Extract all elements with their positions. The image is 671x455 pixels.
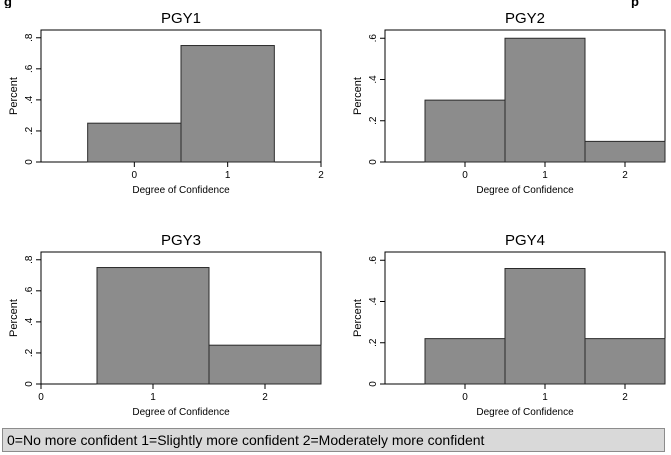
x-tick-label: 1 xyxy=(542,170,548,181)
bar-0 xyxy=(424,99,506,163)
y-tick-label: .2 xyxy=(24,126,35,135)
y-axis-label: Percent xyxy=(8,299,20,337)
x-axis-label: Degree of Confidence xyxy=(132,407,230,418)
x-tick-label: 2 xyxy=(318,170,324,181)
y-tick-label: .6 xyxy=(368,34,379,43)
y-axis-label: Percent xyxy=(8,77,20,115)
chart-panel-1: 0 1 2 0 .2 .4 .6 .8 PGY1 Degree of Confidence Perc… xyxy=(8,10,324,196)
chart-panel-2: 0 1 2 0 .2 .4 .6 PGY2 Degree of Confidence Percen… xyxy=(352,10,666,196)
y-tick-label: 0 xyxy=(24,159,35,165)
y-tick-label: .6 xyxy=(24,64,35,73)
bar-2 xyxy=(584,140,666,163)
x-tick-label: 1 xyxy=(150,392,156,403)
x-tick-label: 0 xyxy=(132,170,138,181)
x-axis-label: Degree of Confidence xyxy=(476,407,574,418)
bar-2 xyxy=(584,338,666,385)
x-tick-label: 0 xyxy=(462,392,468,403)
y-tick-label: .4 xyxy=(24,95,35,104)
y-axis-label: Percent xyxy=(352,299,364,337)
y-tick-label: .2 xyxy=(24,348,35,357)
y-tick-label: .4 xyxy=(368,75,379,84)
y-tick-label: 0 xyxy=(368,381,379,387)
x-tick-label: 2 xyxy=(262,392,268,403)
bar-1 xyxy=(96,267,210,385)
x-tick-label: 2 xyxy=(622,392,628,403)
y-tick-label: .8 xyxy=(24,33,35,42)
bar-1 xyxy=(504,268,586,385)
bar-2 xyxy=(208,344,322,385)
figure-caption-right-fragment: p xyxy=(631,0,639,8)
y-tick-label: .6 xyxy=(368,256,379,265)
bar-0 xyxy=(424,338,506,385)
x-axis-label: Degree of Confidence xyxy=(132,185,230,196)
figure-caption-cropped: g p xyxy=(0,0,671,8)
chart-title: PGY2 xyxy=(505,10,545,27)
y-tick-label: .4 xyxy=(24,317,35,326)
histogram-panel-grid: 0 1 2 0 .2 .4 .6 .8 PGY1 Degree of Confidence Perc… xyxy=(8,10,666,418)
x-tick-label: 0 xyxy=(462,170,468,181)
figure-caption-left-fragment: g xyxy=(4,0,12,8)
bar-1 xyxy=(504,37,586,163)
y-tick-label: .2 xyxy=(368,338,379,347)
bar-0 xyxy=(87,122,182,163)
x-tick-label: 2 xyxy=(622,170,628,181)
x-tick-label: 1 xyxy=(225,170,231,181)
y-tick-label: .6 xyxy=(24,286,35,295)
y-tick-label: .8 xyxy=(24,255,35,264)
x-tick-label: 1 xyxy=(542,392,548,403)
x-tick-label: 0 xyxy=(38,392,44,403)
y-tick-label: 0 xyxy=(368,159,379,165)
y-tick-label: .4 xyxy=(368,297,379,306)
y-tick-label: 0 xyxy=(24,381,35,387)
chart-title: PGY1 xyxy=(161,10,201,27)
x-axis-label: Degree of Confidence xyxy=(476,185,574,196)
y-axis-label: Percent xyxy=(352,77,364,115)
chart-panel-4: 0 1 2 0 .2 .4 .6 PGY4 Degree of Confidence Percen… xyxy=(352,232,666,418)
chart-panel-3: 0 1 2 0 .2 .4 .6 .8 PGY3 Degree of Confidence Perc… xyxy=(8,232,322,418)
y-tick-label: .2 xyxy=(368,116,379,125)
legend-note: 0=No more confident 1=Slightly more conf… xyxy=(2,428,665,452)
chart-title: PGY4 xyxy=(505,232,545,249)
chart-title: PGY3 xyxy=(161,232,201,249)
bar-1 xyxy=(180,45,275,163)
